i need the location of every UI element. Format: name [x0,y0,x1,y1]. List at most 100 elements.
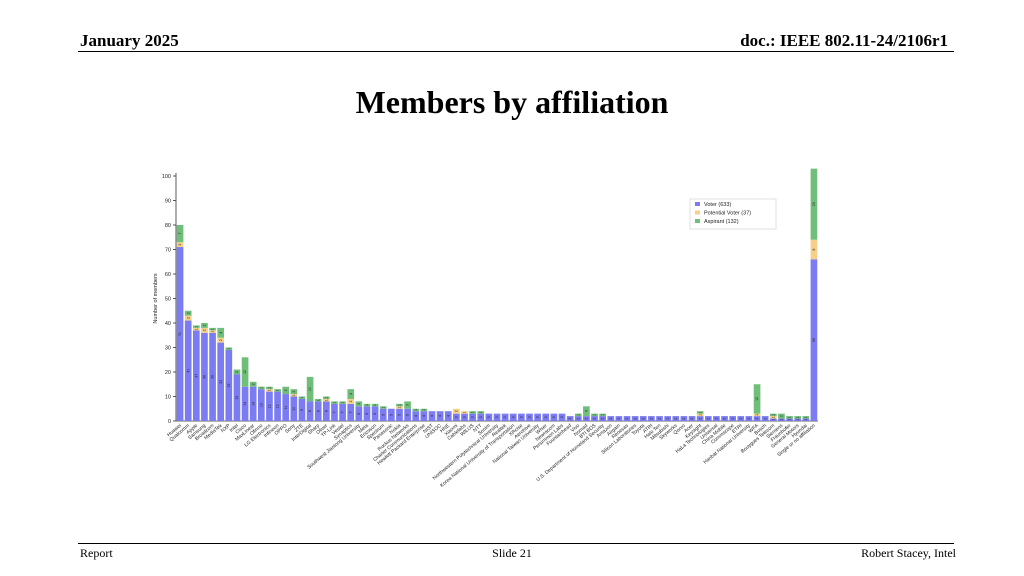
bar-segment [266,389,273,392]
bar-segment [518,413,525,421]
footer-left: Report [80,546,113,560]
bar-segment [461,413,468,421]
bar-segment [192,325,200,328]
bar-segment [347,398,355,404]
bar-segment [713,416,720,421]
bar-value-label: 1 [381,406,385,408]
bar-segment [436,411,444,421]
bar-value-label: 1 [211,331,215,333]
bar-segment [696,411,704,414]
bar-value-label: 2 [723,417,727,419]
bar-segment [274,389,281,392]
bar-segment [501,413,509,421]
bar-segment [753,384,761,414]
bar-segment [583,406,590,417]
bar-value-label: 1 [292,394,296,396]
bar-segment [412,408,420,412]
bar-segment [542,413,550,421]
bar-value-label: 1 [398,406,402,408]
y-tick-label: 40 [165,321,171,327]
bar-segment [802,416,810,419]
bar-segment [290,396,298,421]
bar-value-label: 8 [316,410,320,412]
bar-segment [225,347,233,350]
chart-legend: Voter (633) Potential Voter (37) Aspirant … [689,198,777,230]
bar-value-label: 1 [771,416,775,418]
bar-value-label: 2 [568,417,572,419]
legend-swatch [695,219,700,223]
x-tick-label: NXP [220,423,232,435]
footer-rule [78,543,954,544]
bar-segment [534,413,541,421]
bar-segment [371,403,379,407]
bar-segment [469,413,476,421]
bar-value-label: 1 [259,387,263,389]
bar-value-label: 66 [812,338,816,342]
bar-value-label: 1 [194,328,198,330]
bar-segment [688,416,696,421]
x-tick-label: Acer [683,423,695,434]
bar-value-label: 3 [511,416,515,418]
bar-value-label: 2 [617,417,621,419]
bar-value-label: 10 [292,407,296,411]
bar-segment [721,416,728,421]
bar-segment [591,416,598,421]
legend-entry: Potential Voter (37) [704,211,751,217]
bar-value-label: 4 [446,415,450,417]
legend-entry: Voter (633) [704,202,731,208]
bar-value-label: 1 [365,404,369,406]
bar-segment [192,327,200,331]
bar-segment [810,168,818,240]
bar-segment [574,413,582,417]
bar-segment [778,413,785,419]
x-tick-label: ATRI [642,423,654,435]
legend-entry: Aspirant (132) [704,219,739,225]
bar-value-label: 1 [398,404,402,406]
bar-segment [396,408,403,421]
bar-value-label: 3 [471,416,475,418]
bar-segment [225,349,233,421]
x-tick-label: Meta [357,423,370,435]
bar-value-label: 12 [268,404,272,408]
bar-segment [201,327,208,333]
bar-segment [347,389,355,399]
x-tick-label: ZTE [294,423,306,434]
bar-segment [217,337,225,343]
bar-segment [241,386,249,421]
bar-segment [639,416,647,421]
chart-bars: 7127412237113622361132242911921412142131… [176,168,818,421]
bar-value-label: 1 [211,328,215,330]
bar-segment [379,408,387,421]
bar-value-label: 3 [503,416,507,418]
bar-segment [631,416,639,421]
bar-segment [339,403,346,421]
bar-value-label: 2 [601,417,605,419]
bar-value-label: 3 [463,416,467,418]
bar-segment [209,332,216,421]
bar-segment [526,413,533,421]
bar-segment [696,413,704,417]
bar-segment [355,401,363,407]
bar-value-label: 1 [268,387,272,389]
bar-segment [266,391,273,421]
bar-segment [209,330,216,333]
bar-segment [274,391,281,421]
bar-segment [477,411,485,414]
bar-value-label: 12 [276,404,280,408]
x-tick-label: NIST [422,423,435,435]
bar-segment [184,310,192,316]
bar-segment [648,416,655,421]
bar-segment [314,398,322,402]
y-tick-label: 20 [165,370,171,376]
bar-segment [794,418,802,421]
bar-segment [656,416,663,421]
footer-slide-number: Slide 21 [492,546,532,560]
bar-value-label: 1 [576,414,580,416]
bar-value-label: 1 [771,414,775,416]
header-doc-id: doc.: IEEE 802.11-24/2106r1 [740,31,948,50]
bar-segment [323,396,330,399]
bar-segment [201,332,208,421]
bar-segment [745,416,753,421]
legend-box [689,198,777,230]
